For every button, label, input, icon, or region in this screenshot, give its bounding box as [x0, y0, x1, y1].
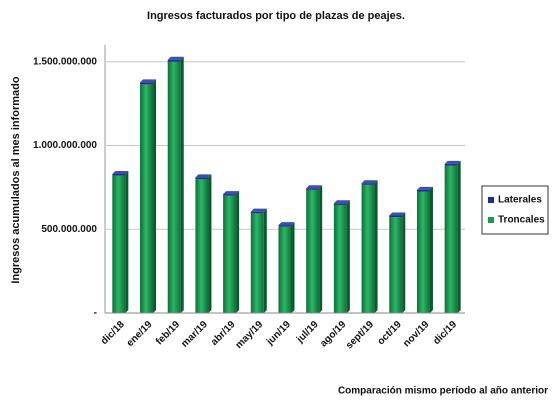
bar-segment — [416, 189, 430, 192]
legend-box — [481, 185, 549, 235]
bar-segment — [250, 213, 264, 313]
bar-top — [167, 56, 184, 60]
bar-top — [444, 160, 461, 164]
bar-segment — [140, 84, 154, 313]
bar-side — [236, 191, 240, 313]
y-tick-label: 500.000.000 — [41, 224, 97, 235]
bar-top — [250, 208, 267, 212]
bar-segment — [389, 215, 403, 218]
bar-segment — [195, 177, 209, 179]
bar-segment — [333, 204, 347, 313]
bar-side — [291, 222, 295, 313]
x-tick-label: oct/19 — [376, 319, 405, 348]
bar-top — [278, 222, 295, 226]
y-axis-label: Ingresos acumulados al mes informado — [10, 76, 22, 284]
y-tick-label: - — [94, 308, 97, 319]
x-tick-label: dic/19 — [431, 319, 459, 347]
legend-swatch — [488, 217, 494, 223]
x-tick-label: dic/18 — [99, 319, 127, 347]
x-tick-label: sept/19 — [344, 319, 376, 351]
bar-top — [389, 212, 406, 216]
bar-side — [153, 79, 157, 313]
bar-segment — [112, 175, 126, 313]
chart-title: Ingresos facturados por tipo de plazas d… — [147, 10, 405, 22]
bar-segment — [361, 183, 375, 185]
bar-top — [306, 185, 323, 189]
legend-label: Troncales — [498, 215, 545, 226]
x-tick-label: jun/19 — [264, 319, 293, 348]
bar-segment — [140, 82, 154, 85]
bar-segment — [306, 189, 320, 313]
bar-side — [208, 174, 212, 313]
bar-top — [361, 180, 378, 184]
bar-top — [140, 79, 157, 83]
bar-side — [346, 200, 350, 313]
bar-segment — [416, 191, 430, 313]
bar-segment — [361, 184, 375, 313]
bar-top — [223, 191, 240, 195]
bar-side — [180, 56, 184, 314]
bar-segment — [389, 217, 403, 313]
legend-label: Laterales — [498, 195, 542, 206]
bar-side — [125, 170, 129, 313]
x-tick-label: feb/19 — [154, 319, 183, 348]
bar-segment — [306, 188, 320, 190]
bar-top — [112, 170, 129, 174]
bar-top — [333, 200, 350, 204]
bar-segment — [223, 194, 237, 196]
legend-swatch — [488, 197, 494, 203]
y-tick-label: 1.000.000.000 — [33, 140, 97, 151]
bar-segment — [195, 179, 209, 313]
y-tick-label: 1.500.000.000 — [33, 56, 97, 67]
bar-segment — [167, 61, 181, 313]
bar-segment — [223, 195, 237, 313]
bar-segment — [250, 211, 264, 214]
bar-segment — [278, 225, 292, 227]
x-tick-label: may/19 — [234, 319, 266, 351]
bar-side — [319, 185, 323, 313]
bar-segment — [167, 59, 181, 62]
bar-side — [457, 160, 461, 313]
x-tick-label: nov/19 — [401, 319, 431, 349]
bar-side — [429, 186, 433, 313]
bar-side — [402, 212, 406, 313]
x-axis-label: Comparación mismo período al año anterio… — [338, 386, 548, 397]
bar-top — [416, 186, 433, 190]
bar-segment — [444, 165, 458, 313]
x-tick-label: mar/19 — [179, 319, 210, 350]
bar-segment — [278, 226, 292, 313]
bar-top — [195, 174, 212, 178]
bar-side — [374, 180, 378, 313]
x-tick-label: ene/19 — [125, 319, 155, 349]
bar-segment — [333, 203, 347, 205]
bar-side — [263, 208, 267, 313]
bar-segment — [444, 163, 458, 166]
bar-segment — [112, 173, 126, 176]
